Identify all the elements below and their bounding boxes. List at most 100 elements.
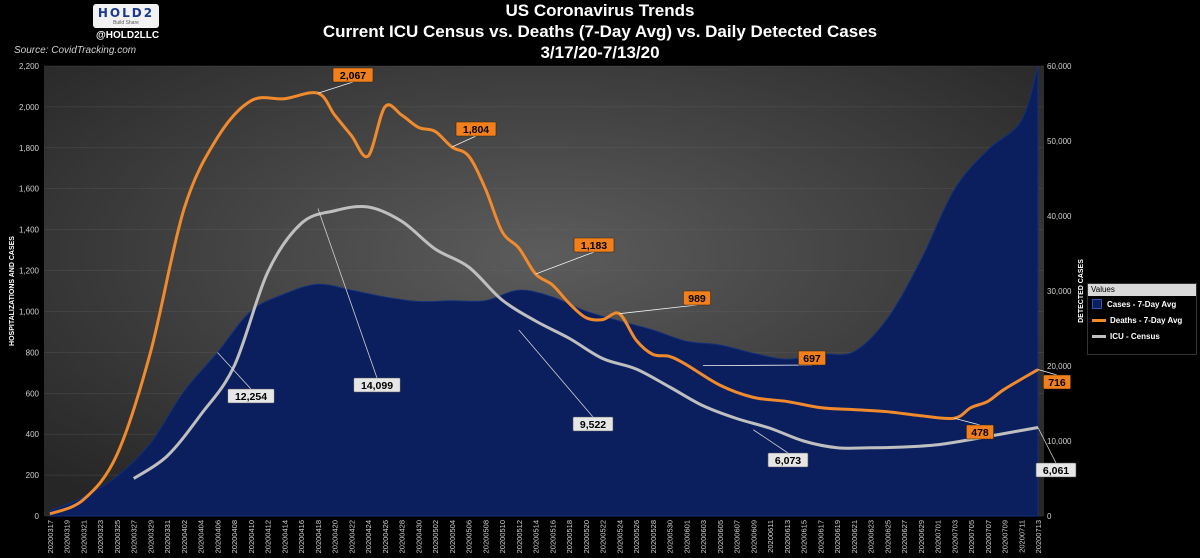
- x-tick-label: 20200512: [515, 520, 524, 553]
- x-tick-label: 20200605: [716, 520, 725, 553]
- annotation-label: 478: [971, 427, 989, 439]
- annotation-label: 989: [688, 293, 706, 305]
- legend-title: Values: [1088, 284, 1196, 296]
- annotation-label: 6,061: [1043, 465, 1069, 477]
- x-tick-label: 20200329: [146, 520, 155, 553]
- x-tick-label: 20200426: [381, 520, 390, 553]
- logo: HOLD2 Build Share: [93, 4, 159, 28]
- x-tick-label: 20200528: [649, 520, 658, 553]
- x-tick-label: 20200709: [1001, 520, 1010, 553]
- annotation-box: [966, 424, 994, 440]
- chart-titles: US Coronavirus Trends Current ICU Census…: [0, 0, 1200, 63]
- x-tick-label: 20200410: [247, 520, 256, 553]
- x-tick-label: 20200711: [1017, 520, 1026, 553]
- x-tick-label: 20200629: [917, 520, 926, 553]
- series-deaths-line: [49, 91, 1039, 516]
- x-tick-label: 20200611: [766, 520, 775, 553]
- y-tick-label: 1,200: [19, 267, 40, 276]
- y-right-tick-label: 60,000: [1047, 62, 1072, 71]
- annotation-box: [767, 452, 809, 468]
- x-tick-label: 20200317: [46, 520, 55, 553]
- x-tick-label: 20200530: [666, 520, 675, 553]
- y-tick-label: 800: [26, 348, 40, 357]
- x-tick-label: 20200609: [749, 520, 758, 553]
- annotation-box: [1035, 462, 1077, 478]
- legend-swatch-cases: [1092, 299, 1102, 309]
- x-tick-label: 20200524: [615, 520, 624, 553]
- x-tick-label: 20200428: [398, 520, 407, 553]
- x-tick-label: 20200615: [800, 520, 809, 553]
- annotation-leader: [1037, 369, 1058, 376]
- annotation-leader: [619, 304, 698, 315]
- x-tick-label: 20200319: [63, 520, 72, 553]
- annotation-leader: [535, 251, 595, 275]
- x-tick-label: 20200514: [532, 520, 541, 553]
- x-tick-label: 20200508: [481, 520, 490, 553]
- x-tick-label: 20200619: [833, 520, 842, 553]
- annotation-box: [227, 388, 275, 404]
- y-right-tick-label: 10,000: [1047, 437, 1072, 446]
- chart-subtitle: Current ICU Census vs. Deaths (7-Day Avg…: [322, 22, 878, 41]
- x-tick-label: 20200522: [599, 520, 608, 553]
- chart-title: US Coronavirus Trends: [505, 1, 695, 20]
- y-right-axis-title: DETECTED CASES: [1078, 259, 1085, 323]
- annotation-box: [1043, 374, 1071, 390]
- y-tick-label: 1,400: [19, 226, 40, 235]
- x-tick-label: 20200321: [79, 520, 88, 553]
- x-tick-label: 20200331: [163, 520, 172, 553]
- x-tick-label: 20200414: [280, 520, 289, 553]
- x-tick-label: 20200518: [565, 520, 574, 553]
- chart-date-range: 3/17/20-7/13/20: [540, 43, 660, 62]
- x-tick-label: 20200623: [867, 520, 876, 553]
- annotation-leader: [703, 364, 813, 367]
- x-tick-label: 20200506: [465, 520, 474, 553]
- annotation-leader: [954, 417, 981, 426]
- annotation-leader: [1037, 427, 1057, 464]
- x-tick-label: 20200422: [347, 520, 356, 553]
- y-axis-title: HOSPITALIZATIONS AND CASES: [9, 236, 16, 346]
- annotation-leader: [753, 429, 789, 454]
- x-tick-label: 20200502: [431, 520, 440, 553]
- x-tick-label: 20200607: [733, 520, 742, 553]
- annotation-label: 1,804: [463, 124, 489, 136]
- x-tick-label: 20200430: [414, 520, 423, 553]
- legend: Values Cases - 7-Day Avg Deaths - 7-Day …: [1087, 283, 1197, 355]
- annotation-label: 716: [1048, 377, 1066, 389]
- x-tick-label: 20200504: [448, 520, 457, 553]
- y-right-tick-label: 50,000: [1047, 137, 1072, 146]
- y-tick-label: 2,000: [19, 103, 40, 112]
- annotation-box: [573, 237, 615, 253]
- x-tick-label: 20200416: [297, 520, 306, 553]
- x-tick-label: 20200406: [213, 520, 222, 553]
- legend-item-icu[interactable]: ICU - Census: [1088, 328, 1196, 344]
- annotation-leader: [518, 329, 594, 418]
- x-tick-label: 20200412: [264, 520, 273, 553]
- annotation-box: [572, 416, 614, 432]
- y-tick-label: 600: [26, 389, 40, 398]
- y-tick-label: 200: [26, 471, 40, 480]
- annotation-label: 697: [803, 353, 821, 365]
- x-tick-label: 20200617: [816, 520, 825, 553]
- y-right-tick-label: 40,000: [1047, 212, 1072, 221]
- annotation-label: 14,099: [361, 380, 393, 392]
- legend-swatch-icu: [1092, 334, 1106, 338]
- x-tick-label: 20200701: [934, 520, 943, 553]
- y-tick-label: 1,600: [19, 185, 40, 194]
- legend-item-deaths[interactable]: Deaths - 7-Day Avg: [1088, 312, 1196, 328]
- annotation-leader: [317, 81, 354, 94]
- twitter-handle: @HOLD2LLC: [96, 30, 160, 41]
- annotation-box: [353, 377, 401, 393]
- x-tick-label: 20200625: [883, 520, 892, 553]
- x-tick-label: 20200418: [314, 520, 323, 553]
- legend-item-cases[interactable]: Cases - 7-Day Avg: [1088, 296, 1196, 312]
- annotation-label: 2,067: [340, 70, 366, 82]
- annotation-label: 9,522: [580, 419, 606, 431]
- annotation-box: [455, 121, 497, 137]
- y-tick-label: 0: [35, 512, 40, 521]
- x-tick-label: 20200707: [984, 520, 993, 553]
- logo-subtext: Build Share: [113, 19, 139, 26]
- logo-text: HOLD2: [97, 5, 155, 20]
- y-tick-label: 1,800: [19, 144, 40, 153]
- annotation-box: [683, 290, 711, 306]
